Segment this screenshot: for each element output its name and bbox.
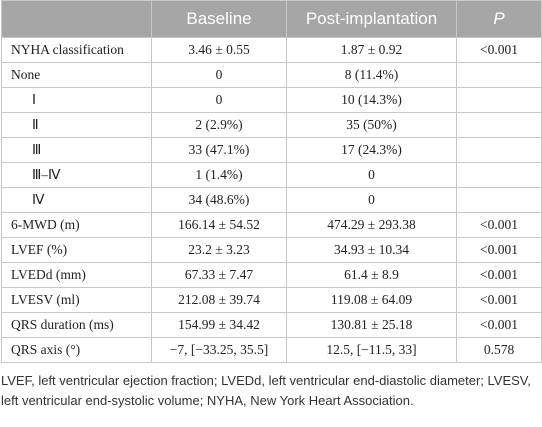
- table-cell: 3.46 ± 0.55: [151, 37, 287, 63]
- table-cell: 0: [151, 87, 287, 113]
- table-row: Ⅳ 34 (48.6%) 0: [1, 187, 542, 213]
- table-cell: 1.87 ± 0.92: [286, 37, 457, 63]
- table-cell: LVESV (ml): [1, 287, 152, 313]
- table-cell: [456, 187, 542, 213]
- table-cell: QRS axis (°): [1, 337, 152, 363]
- table-row: LVEDd (mm) 67.33 ± 7.47 61.4 ± 8.9 <0.001: [1, 262, 542, 288]
- table-row: 6-MWD (m) 166.14 ± 54.52 474.29 ± 293.38 <0…: [1, 212, 542, 238]
- table-cell: 10 (14.3%): [286, 87, 457, 113]
- table-cell: <0.001: [456, 312, 542, 338]
- table-cell: Ⅱ: [1, 112, 152, 138]
- data-table: Baseline Post-implantation P NYHA classifi…: [1, 0, 542, 363]
- table-cell: 34.93 ± 10.34: [286, 237, 457, 263]
- table-cell: 130.81 ± 25.18: [286, 312, 457, 338]
- table-cell: 8 (11.4%): [286, 62, 457, 88]
- table-row: NYHA classification 3.46 ± 0.55 1.87 ± 0.9…: [1, 37, 542, 63]
- table-cell: 12.5, [−11.5, 33]: [286, 337, 457, 363]
- table-cell: [456, 87, 542, 113]
- table-cell: 67.33 ± 7.47: [151, 262, 287, 288]
- table-cell: 166.14 ± 54.52: [151, 212, 287, 238]
- table-cell: 6-MWD (m): [1, 212, 152, 238]
- header-cell: P: [456, 0, 542, 38]
- table-row: QRS duration (ms) 154.99 ± 34.42 130.81 ± …: [1, 312, 542, 338]
- table-cell: 34 (48.6%): [151, 187, 287, 213]
- table-row: LVEF (%) 23.2 ± 3.23 34.93 ± 10.34 <0.001: [1, 237, 542, 263]
- table-cell: [456, 162, 542, 188]
- table-cell: 2 (2.9%): [151, 112, 287, 138]
- table-cell: 474.29 ± 293.38: [286, 212, 457, 238]
- table-row: LVESV (ml) 212.08 ± 39.74 119.08 ± 64.09 <0…: [1, 287, 542, 313]
- header-cell: Post-implantation: [286, 0, 457, 38]
- table-row: QRS axis (°) −7, [−33.25, 35.5] 12.5, [−11…: [1, 337, 542, 363]
- table-cell: [456, 137, 542, 163]
- table-cell: Ⅳ: [1, 187, 152, 213]
- table-cell: 0.578: [456, 337, 542, 363]
- footnote: LVEF, left ventricular ejection fraction…: [1, 373, 531, 408]
- header-cell: [1, 0, 152, 38]
- table-cell: <0.001: [456, 237, 542, 263]
- table-row: Ⅲ 33 (47.1%) 17 (24.3%): [1, 137, 542, 163]
- table-cell: Ⅰ: [1, 87, 152, 113]
- table-cell: LVEF (%): [1, 237, 152, 263]
- table-row: Ⅰ 0 10 (14.3%): [1, 87, 542, 113]
- table-cell: 0: [151, 62, 287, 88]
- table-cell: 61.4 ± 8.9: [286, 262, 457, 288]
- table-cell: [456, 62, 542, 88]
- table-cell: QRS duration (ms): [1, 312, 152, 338]
- table-cell: 212.08 ± 39.74: [151, 287, 287, 313]
- table-cell: [456, 112, 542, 138]
- table-cell: 119.08 ± 64.09: [286, 287, 457, 313]
- table-row: Ⅲ–Ⅳ 1 (1.4%) 0: [1, 162, 542, 188]
- table-cell: 0: [286, 162, 457, 188]
- header-row: Baseline Post-implantation P: [1, 0, 542, 38]
- table-row: None 0 8 (11.4%): [1, 62, 542, 88]
- table-cell: −7, [−33.25, 35.5]: [151, 337, 287, 363]
- table-cell: 0: [286, 187, 457, 213]
- table-cell: 23.2 ± 3.23: [151, 237, 287, 263]
- table-cell: NYHA classification: [1, 37, 152, 63]
- table-cell: <0.001: [456, 37, 542, 63]
- table-cell: 1 (1.4%): [151, 162, 287, 188]
- table-cell: 33 (47.1%): [151, 137, 287, 163]
- table-cell: <0.001: [456, 262, 542, 288]
- table-cell: 17 (24.3%): [286, 137, 457, 163]
- table-cell: LVEDd (mm): [1, 262, 152, 288]
- header-cell: Baseline: [151, 0, 287, 38]
- table-cell: <0.001: [456, 287, 542, 313]
- table-cell: 154.99 ± 34.42: [151, 312, 287, 338]
- table-cell: Ⅲ–Ⅳ: [1, 162, 152, 188]
- table-cell: None: [1, 62, 152, 88]
- table-cell: <0.001: [456, 212, 542, 238]
- table-cell: Ⅲ: [1, 137, 152, 163]
- table-cell: 35 (50%): [286, 112, 457, 138]
